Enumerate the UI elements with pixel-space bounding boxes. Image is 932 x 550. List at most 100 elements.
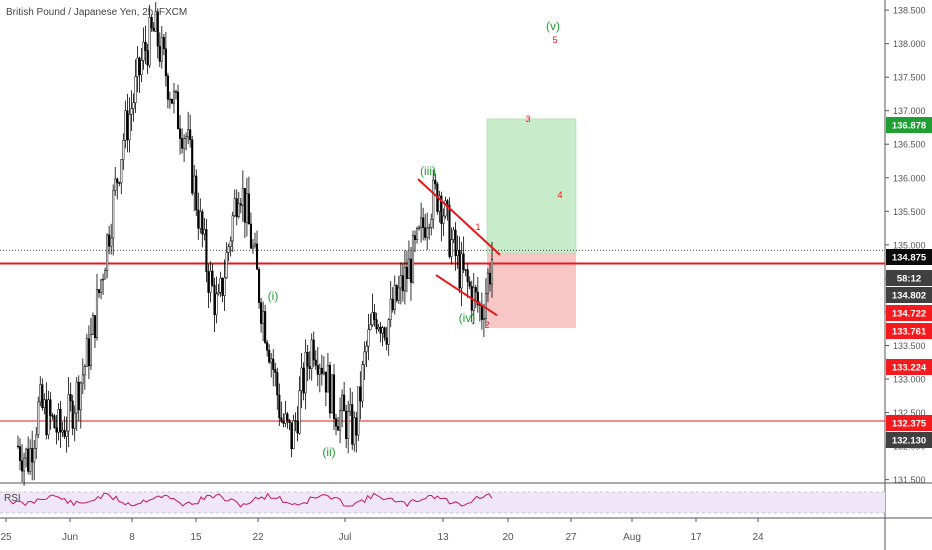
candle-body <box>359 386 362 402</box>
candle-body <box>91 315 94 335</box>
candle-body <box>448 204 451 257</box>
candle-body <box>454 229 457 256</box>
candle-body <box>110 237 113 247</box>
candle-body <box>205 229 208 272</box>
candle-body <box>104 270 107 280</box>
time-tick-label: 27 <box>565 532 577 543</box>
candle-body <box>264 311 267 343</box>
candle-body <box>341 394 344 411</box>
price-tick-label: 137.000 <box>893 106 926 116</box>
candle-body <box>422 217 425 228</box>
candle-body <box>21 460 24 472</box>
trendlines <box>417 178 501 317</box>
price-tick-label: 136.000 <box>893 173 926 183</box>
candle-body <box>225 252 228 279</box>
candle-body <box>213 284 216 316</box>
candle-body <box>260 302 263 324</box>
candle-body <box>270 358 273 363</box>
candle-body <box>464 269 467 271</box>
candle-body <box>170 98 173 104</box>
candle-body <box>373 312 376 320</box>
candle-body <box>53 415 56 429</box>
candle-body <box>409 258 413 283</box>
time-axis[interactable]: 25 Jun 8 15 22 Jul 13 20 27 Aug 17 24 <box>0 518 764 543</box>
candle-body <box>294 420 297 422</box>
candle-body <box>460 253 463 289</box>
candle-body <box>272 358 275 370</box>
candle-body <box>197 209 200 229</box>
candle-body <box>108 234 111 247</box>
time-tick-label: 22 <box>252 532 264 543</box>
candle-body <box>150 16 153 29</box>
candle-body <box>278 394 281 419</box>
candle-body <box>33 448 36 463</box>
candle-body <box>81 374 84 384</box>
candle-body <box>418 227 421 229</box>
candle-body <box>73 412 76 429</box>
candle-body <box>466 269 469 283</box>
price-badge-label: 136.878 <box>892 121 926 132</box>
candle-body <box>45 399 48 436</box>
candle-body <box>162 37 165 49</box>
candle-body <box>87 338 90 367</box>
candle-body <box>146 50 149 66</box>
candle-body <box>251 245 255 249</box>
candle-body <box>89 334 92 367</box>
wave-label-i: (i) <box>268 289 279 303</box>
candle-body <box>324 371 327 393</box>
candle-body <box>428 227 431 229</box>
candle-body <box>181 138 184 149</box>
candle-body <box>416 228 419 240</box>
candle-body <box>223 277 226 296</box>
candle-body <box>71 400 74 429</box>
price-badge-label: 132.375 <box>892 419 927 430</box>
candle-body <box>144 41 147 51</box>
candle-body <box>209 270 212 293</box>
candle-body <box>164 48 167 77</box>
candle-body <box>122 140 125 160</box>
time-tick-label: 20 <box>502 532 514 543</box>
price-badge-label: 58:12 <box>897 274 921 285</box>
candle-body <box>215 293 218 316</box>
price-badge-label: 134.802 <box>892 291 926 302</box>
rsi-band <box>0 492 885 513</box>
candle-body <box>148 16 151 66</box>
wave-label-3: 3 <box>525 114 530 124</box>
candle-body <box>304 351 307 394</box>
candle-body <box>120 159 123 184</box>
candle-body <box>132 102 135 109</box>
wave-label-1: 1 <box>475 222 480 232</box>
candle-body <box>405 266 408 279</box>
candle-body <box>488 272 492 285</box>
time-tick-label: 13 <box>437 532 449 543</box>
candle-body <box>75 381 78 414</box>
price-badge <box>886 117 932 133</box>
price-tick-label: 138.000 <box>893 39 926 49</box>
candle-body <box>166 75 169 100</box>
candle-body <box>239 203 242 206</box>
candle-body <box>434 179 437 185</box>
candle-body <box>142 41 145 61</box>
candle-body <box>199 211 202 229</box>
wave-label-ii: (ii) <box>322 445 335 459</box>
price-badge-label: 133.224 <box>892 363 927 374</box>
candle-body <box>363 351 366 365</box>
candle-body <box>486 272 489 295</box>
candle-body <box>290 422 293 450</box>
time-tick-label: Jun <box>62 532 78 543</box>
candle-body <box>353 417 356 445</box>
price-tick-label: 133.500 <box>893 341 926 351</box>
price-axis[interactable]: 138.500 138.000 137.500 137.000 136.500 136.0… <box>885 6 932 486</box>
candle-body <box>440 195 443 224</box>
candle-body <box>102 278 105 281</box>
candle-body <box>468 281 471 287</box>
candle-body <box>355 417 358 436</box>
stop-zone <box>487 253 576 328</box>
candle-body <box>407 258 410 279</box>
candle-body <box>174 91 178 93</box>
candle-body <box>140 60 143 76</box>
candle-body <box>100 279 103 293</box>
price-badge-label: 133.761 <box>892 327 927 338</box>
